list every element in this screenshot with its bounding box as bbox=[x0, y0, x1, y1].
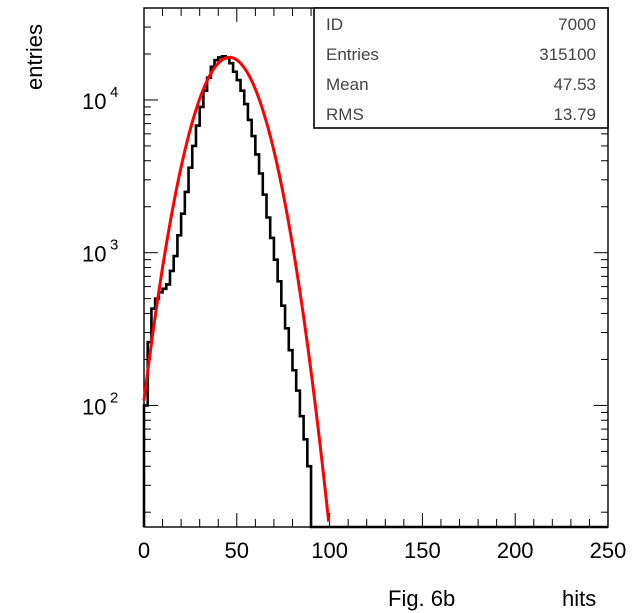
stats-box: ID 7000 Entries 315100 Mean 47.53 RMS 13.79 bbox=[313, 7, 609, 129]
stats-value: 13.79 bbox=[553, 105, 596, 124]
stats-label: Mean bbox=[326, 75, 369, 94]
x-tick-label: 250 bbox=[590, 538, 627, 563]
y-axis-title: entries bbox=[22, 24, 47, 90]
y-tick-label-base: 10 bbox=[82, 394, 106, 419]
stats-value: 315100 bbox=[539, 45, 596, 64]
x-tick-labels: 0 50 100 150 200 250 bbox=[138, 538, 626, 563]
stats-label: ID bbox=[326, 15, 343, 34]
histogram-line bbox=[142, 55, 608, 529]
stats-box-frame bbox=[313, 7, 609, 129]
stats-value: 7000 bbox=[558, 15, 596, 34]
stats-label: Entries bbox=[326, 45, 379, 64]
x-tick-label: 150 bbox=[404, 538, 441, 563]
gaussian-fit-curve bbox=[142, 55, 331, 522]
y-tick-label-base: 10 bbox=[82, 242, 106, 267]
y-tick-label-exponent: 3 bbox=[110, 237, 118, 254]
x-tick-label: 200 bbox=[497, 538, 534, 563]
stats-rows: ID 7000 Entries 315100 Mean 47.53 RMS 13.79 bbox=[326, 15, 596, 124]
x-tick-label: 100 bbox=[311, 538, 348, 563]
x-axis-title: hits bbox=[562, 586, 596, 611]
stats-label: RMS bbox=[326, 105, 364, 124]
x-tick-label: 0 bbox=[138, 538, 150, 563]
y-tick-label-exponent: 4 bbox=[110, 84, 118, 101]
figure-caption: Fig. 6b bbox=[388, 586, 455, 611]
y-tick-label-base: 10 bbox=[82, 89, 106, 114]
y-tick-label-exponent: 2 bbox=[110, 389, 118, 406]
series-layer bbox=[142, 55, 608, 529]
x-tick-label: 50 bbox=[225, 538, 249, 563]
stats-value: 47.53 bbox=[553, 75, 596, 94]
